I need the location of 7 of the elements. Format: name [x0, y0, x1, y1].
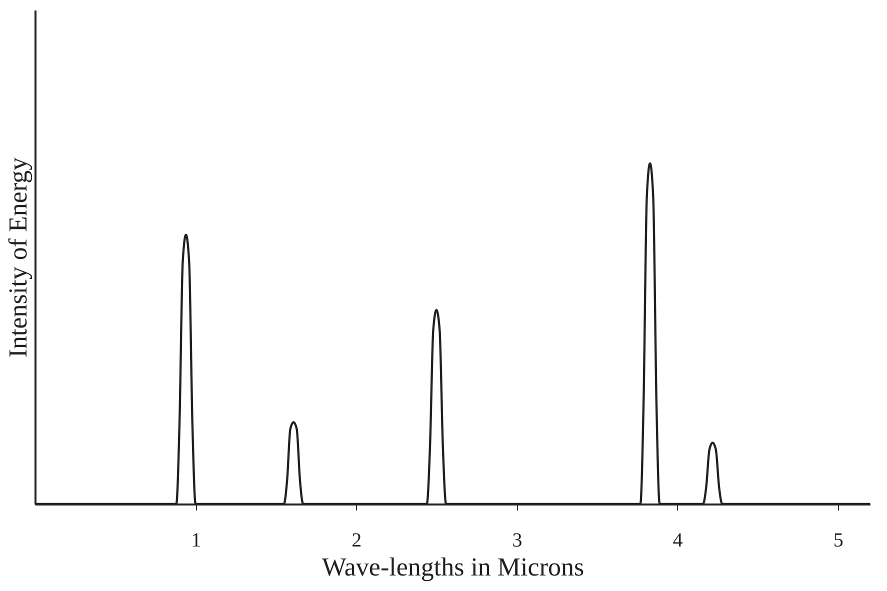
x-tick-label: 2: [352, 530, 362, 552]
x-tick-label: 4: [672, 530, 683, 552]
x-tick-label: 1: [191, 530, 202, 552]
y-axis-title: Intensity of Energy: [4, 157, 32, 358]
x-tick-label: 3: [512, 530, 522, 552]
x-axis-title: Wave-lengths in Microns: [322, 552, 584, 582]
x-tick-label: 5: [833, 530, 844, 552]
